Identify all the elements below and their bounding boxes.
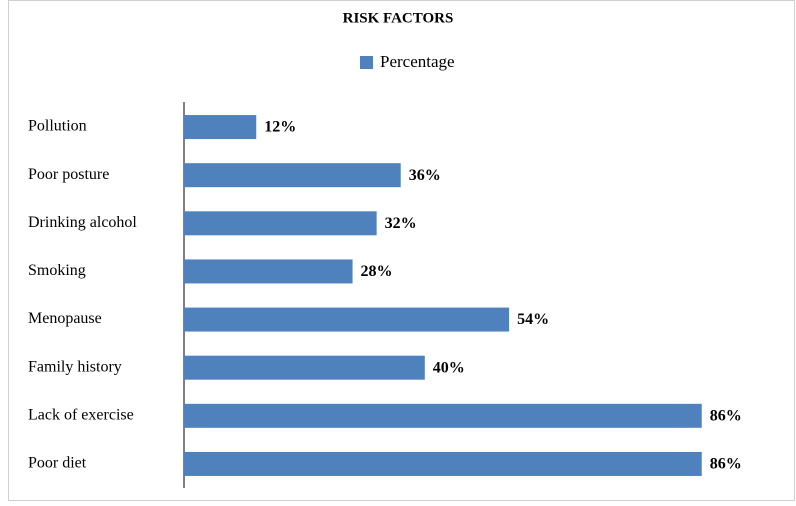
bar [184, 163, 401, 188]
chart-frame [8, 0, 795, 501]
y-tick-label: Poor posture [28, 166, 109, 183]
data-label: 40% [433, 359, 465, 376]
legend-swatch [360, 56, 373, 69]
data-label: 36% [409, 167, 441, 184]
y-tick-label: Drinking alcohol [28, 214, 137, 231]
data-label: 28% [361, 263, 393, 280]
y-tick-label: Poor diet [28, 455, 87, 472]
bar [184, 355, 425, 380]
y-tick-label: Menopause [28, 310, 102, 327]
data-label: 54% [517, 311, 549, 328]
bar [184, 307, 510, 332]
bar [184, 451, 702, 476]
chart-title: RISK FACTORS [343, 10, 454, 26]
data-label: 12% [264, 119, 296, 136]
bar [184, 259, 353, 284]
y-tick-label: Lack of exercise [28, 406, 134, 423]
y-tick-label: Smoking [28, 262, 86, 279]
y-tick-label: Family history [28, 358, 122, 375]
bar [184, 115, 257, 140]
bar [184, 403, 702, 428]
data-label: 86% [710, 407, 742, 424]
bar [184, 211, 377, 236]
data-label: 32% [385, 215, 417, 232]
data-label: 86% [710, 456, 742, 473]
legend-label: Percentage [380, 52, 455, 71]
y-tick-label: Pollution [28, 118, 87, 135]
